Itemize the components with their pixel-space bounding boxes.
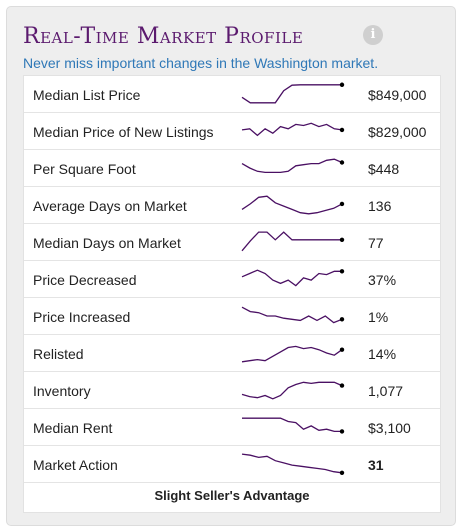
sparkline-endpoint: [339, 82, 345, 87]
sparkline-trend-line: [241, 306, 343, 324]
metric-value: 37%: [368, 272, 397, 288]
metric-row: Median Rent $3,100: [24, 409, 440, 446]
sparkline-trend-line: [241, 381, 343, 400]
metric-label: Median Rent: [33, 420, 113, 436]
metric-row: Average Days on Market 136: [24, 187, 440, 224]
sparkline-endpoint: [339, 269, 345, 274]
sparkline-endpoint: [339, 160, 345, 165]
metric-value: 136: [368, 198, 392, 214]
sparkline-chart: [241, 453, 345, 475]
sparkline-endpoint: [339, 127, 345, 133]
sparkline-trend-line: [241, 453, 343, 474]
sparkline-chart: [241, 158, 345, 174]
sparkline-endpoint: [339, 317, 345, 322]
sparkline-endpoint: [339, 201, 345, 207]
metric-label: Median List Price: [33, 87, 141, 103]
metric-row: Inventory 1,077: [24, 372, 440, 409]
sparkline-trend-line: [241, 345, 343, 363]
sparkline-chart: [242, 417, 345, 434]
sparkline-chart: [241, 122, 345, 137]
metric-value: 77: [368, 235, 384, 251]
sparkline-endpoint: [339, 237, 345, 242]
metric-label: Inventory: [33, 383, 91, 399]
metric-label: Price Decreased: [33, 272, 137, 288]
metric-value: 31: [368, 457, 384, 473]
metric-label: Median Days on Market: [33, 235, 181, 251]
metric-value: $829,000: [368, 124, 427, 140]
page-title: Real-Time Market Profile: [23, 24, 304, 49]
metric-row: Price Decreased 37%: [24, 261, 440, 298]
metric-label: Per Square Foot: [33, 161, 136, 177]
sparkline-endpoint: [339, 470, 345, 475]
sparkline-trend-line: [241, 158, 343, 174]
metric-value: 1%: [368, 309, 389, 325]
sparkline-endpoint: [339, 383, 345, 388]
sparkline-chart: [241, 195, 345, 215]
metric-row: Relisted 14%: [24, 335, 440, 372]
metric-label: Average Days on Market: [33, 198, 187, 214]
sparkline-trend-line: [242, 417, 342, 433]
sparkline-trend-line: [241, 122, 343, 137]
metric-label: Market Action: [33, 457, 118, 473]
sparkline-trend-line: [241, 269, 342, 287]
sparkline-chart: [241, 306, 345, 324]
sparkline-trend-line: [241, 84, 342, 104]
market-action-summary: Slight Seller's Advantage: [154, 488, 310, 503]
metric-row: Per Square Foot $448: [24, 150, 440, 187]
sparkline-chart: [241, 231, 345, 252]
metric-label: Median Price of New Listings: [33, 124, 214, 140]
metric-label: Price Increased: [33, 309, 131, 325]
metrics-table: Slight Seller's Advantage Median List Pr…: [23, 75, 441, 513]
subtitle: Never miss important changes in the Wash…: [23, 55, 379, 71]
metric-value: $448: [368, 161, 400, 177]
metric-value: $849,000: [368, 87, 427, 103]
sparkline-trend-line: [241, 231, 342, 252]
metric-row: Price Increased 1%: [24, 298, 440, 335]
metric-label: Relisted: [33, 346, 84, 362]
metric-row: Median Price of New Listings $829,000: [24, 113, 440, 150]
metric-row: Median List Price $849,000: [24, 76, 440, 113]
sparkline-chart: [241, 82, 345, 104]
metric-value: 14%: [368, 346, 397, 362]
sparkline-chart: [241, 345, 345, 363]
metric-row: Market Action 31: [24, 446, 440, 483]
sparkline-chart: [241, 269, 345, 287]
sparkline-chart: [241, 381, 345, 400]
metric-row: Median Days on Market 77: [24, 224, 440, 261]
info-icon[interactable]: i: [363, 25, 383, 45]
sparkline-trend-line: [241, 195, 343, 215]
metric-value: 1,077: [368, 383, 404, 399]
sparkline-endpoint: [339, 429, 345, 434]
metric-value: $3,100: [368, 420, 411, 436]
sparkline-endpoint: [339, 347, 345, 352]
market-profile-panel: Real-Time Market Profile i Never miss im…: [6, 6, 456, 526]
